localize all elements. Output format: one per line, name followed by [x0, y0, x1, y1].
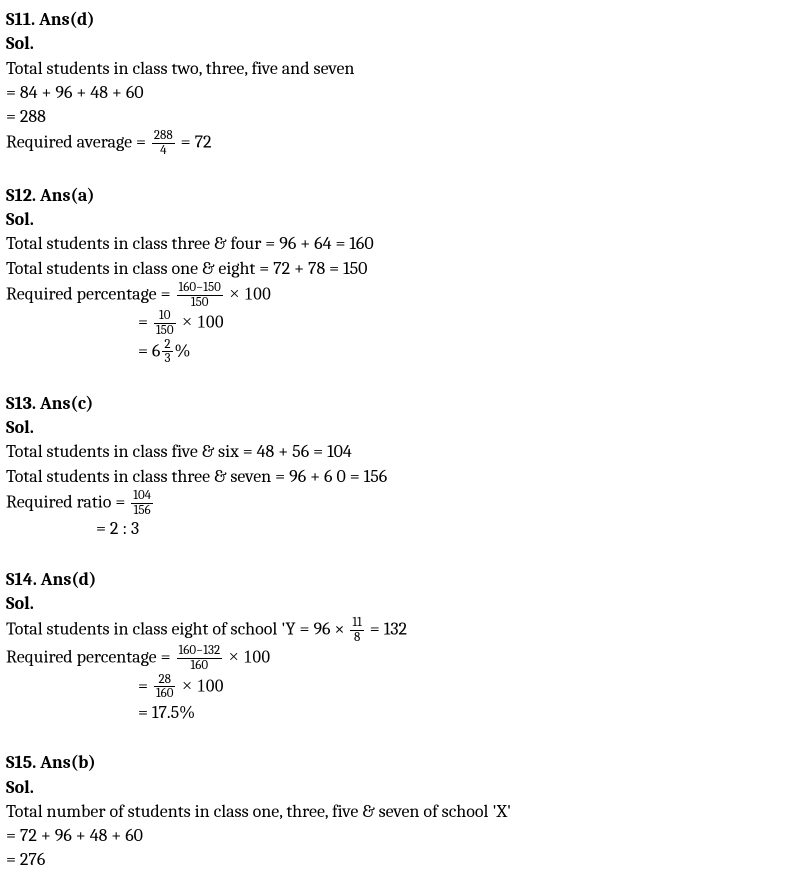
s13-line1: Total students in class five & six = 48 … [6, 440, 796, 464]
s13-sol-label: Sol. [6, 416, 796, 440]
s13-line2: Total students in class three & seven = … [6, 465, 796, 489]
s11-l4a: Required average = [6, 132, 150, 153]
numerator: 104 [131, 489, 153, 504]
numerator: 11 [350, 616, 363, 631]
s12-header: S12. Ans(a) [6, 184, 796, 208]
solution-s13: S13. Ans(c) Sol. Total students in class… [6, 392, 796, 542]
s14-l3a: = [138, 675, 152, 696]
s14-line3: = 28160 × 100 [6, 673, 796, 701]
s12-l4b: × 100 [178, 312, 224, 332]
numerator: 160−150 [177, 281, 223, 296]
s14-l2a: Required percentage = [6, 647, 175, 668]
s11-header: S11. Ans(d) [6, 8, 796, 32]
solution-s15: S15. Ans(b) Sol. Total number of student… [6, 751, 796, 872]
s12-line3: Required percentage = 160−150150 × 100 [6, 281, 796, 309]
fraction: 160−150150 [177, 281, 223, 309]
s14-header: S14. Ans(d) [6, 568, 796, 592]
s12-l3b: × 100 [225, 283, 271, 303]
s14-line4: = 17.5% [6, 701, 796, 725]
s11-l4b: = 72 [177, 132, 212, 153]
fraction: 2884 [152, 129, 175, 157]
s14-l1b: = 132 [366, 619, 407, 640]
numerator: 10 [154, 309, 176, 324]
fraction: 10150 [154, 309, 176, 337]
s14-l1a: Total students in class eight of school … [6, 619, 348, 640]
denominator: 150 [154, 324, 176, 338]
s15-line1: Total number of students in class one, t… [6, 800, 796, 824]
denominator: 156 [131, 504, 153, 518]
solution-s12: S12. Ans(a) Sol. Total students in class… [6, 184, 796, 366]
s14-sol-label: Sol. [6, 592, 796, 616]
fraction: 118 [350, 616, 363, 644]
denominator: 160 [154, 687, 176, 701]
s15-line3: = 276 [6, 848, 796, 872]
numerator: 160−132 [177, 644, 223, 659]
s15-line2: = 72 + 96 + 48 + 60 [6, 824, 796, 848]
s13-header: S13. Ans(c) [6, 392, 796, 416]
s12-l4a: = [138, 312, 152, 333]
s12-l3a: Required percentage = [6, 283, 175, 304]
numerator: 28 [154, 673, 176, 688]
denominator: 8 [350, 631, 363, 645]
fraction: 28160 [154, 673, 176, 701]
s12-line4: = 10150 × 100 [6, 309, 796, 337]
fraction: 104156 [131, 489, 153, 517]
s14-line2: Required percentage = 160−132160 × 100 [6, 644, 796, 672]
solution-s11: S11. Ans(d) Sol. Total students in class… [6, 8, 796, 158]
s12-sol-label: Sol. [6, 208, 796, 232]
denominator: 160 [177, 659, 223, 673]
s15-sol-label: Sol. [6, 776, 796, 800]
s14-l2b: × 100 [224, 647, 270, 667]
s14-line1: Total students in class eight of school … [6, 616, 796, 644]
numerator: 2 [162, 338, 172, 353]
denominator: 4 [152, 144, 175, 158]
denominator: 3 [162, 352, 172, 366]
s12-l5a: = 6 [138, 340, 160, 361]
fraction: 23 [162, 338, 172, 366]
s12-line5: = 623% [6, 338, 796, 366]
s11-line2: = 84 + 96 + 48 + 60 [6, 81, 796, 105]
s15-header: S15. Ans(b) [6, 751, 796, 775]
fraction: 160−132160 [177, 644, 223, 672]
s12-line2: Total students in class one & eight = 72… [6, 257, 796, 281]
s11-line4: Required average = 2884 = 72 [6, 129, 796, 157]
s11-line1: Total students in class two, three, five… [6, 57, 796, 81]
s12-l5b: % [175, 340, 191, 361]
solution-s14: S14. Ans(d) Sol. Total students in class… [6, 568, 796, 726]
s13-l3a: Required ratio = [6, 491, 129, 512]
s11-line3: = 288 [6, 105, 796, 129]
s14-l3b: × 100 [177, 675, 223, 695]
s12-line1: Total students in class three & four = 9… [6, 232, 796, 256]
denominator: 150 [177, 296, 223, 310]
s13-line3: Required ratio = 104156 [6, 489, 796, 517]
numerator: 288 [152, 129, 175, 144]
s11-sol-label: Sol. [6, 32, 796, 56]
s13-line4: = 2 : 3 [6, 517, 796, 541]
